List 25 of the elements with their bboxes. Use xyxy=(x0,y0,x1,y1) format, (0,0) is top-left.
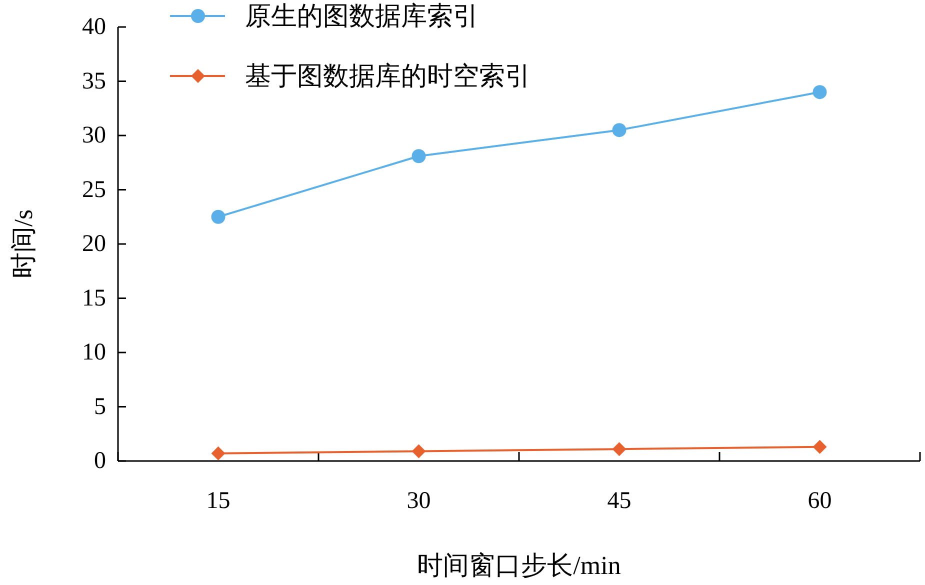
x-tick-label: 45 xyxy=(607,488,632,514)
y-tick-label: 15 xyxy=(82,285,106,312)
point xyxy=(412,444,426,458)
y-tick-label: 20 xyxy=(82,231,106,257)
y-tick-label: 0 xyxy=(94,448,106,474)
point xyxy=(412,149,426,164)
point xyxy=(211,446,226,460)
y-tick-label: 25 xyxy=(82,176,106,203)
legend-label: 基于图数据库的时空索引 xyxy=(245,62,531,90)
point xyxy=(211,210,226,224)
y-tick-label: 40 xyxy=(82,14,106,40)
x-axis-title: 时间窗口步长/min xyxy=(417,551,621,580)
y-axis-title: 时间/s xyxy=(9,209,38,279)
y-tick-label: 30 xyxy=(82,122,106,148)
legend-label: 原生的图数据库索引 xyxy=(245,2,479,30)
x-tick-label: 60 xyxy=(808,488,832,514)
point xyxy=(812,85,827,100)
x-tick-label: 15 xyxy=(206,488,230,514)
y-tick-label: 35 xyxy=(82,68,106,94)
x-tick-label: 30 xyxy=(406,488,431,514)
y-tick-label: 10 xyxy=(82,340,106,366)
point xyxy=(812,440,827,454)
point xyxy=(612,123,626,138)
y-tick-label: 5 xyxy=(94,394,106,420)
point xyxy=(612,442,626,456)
